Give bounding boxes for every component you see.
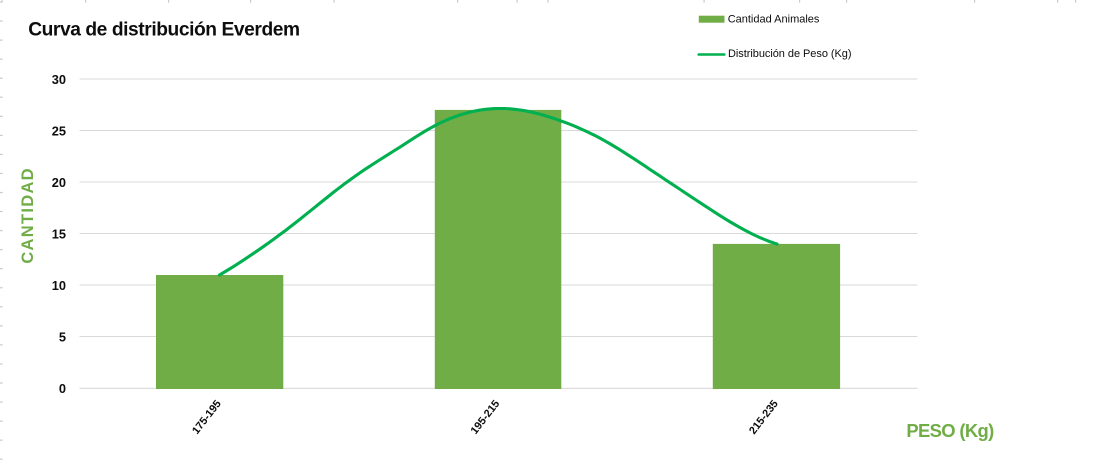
svg-text:0: 0 [59,381,66,396]
svg-text:30: 30 [52,72,66,87]
svg-text:Cantidad Animales: Cantidad Animales [728,14,820,26]
svg-text:CANTIDAD: CANTIDAD [19,167,37,264]
svg-text:Distribución de Peso (Kg): Distribución de Peso (Kg) [728,48,851,60]
svg-text:20: 20 [52,175,66,190]
svg-text:PESO (Kg): PESO (Kg) [906,420,994,441]
svg-text:15: 15 [52,227,66,242]
svg-text:10: 10 [52,278,66,293]
svg-text:25: 25 [52,124,66,139]
svg-text:Curva de distribución Everdem: Curva de distribución Everdem [28,20,299,41]
svg-text:5: 5 [59,330,66,345]
